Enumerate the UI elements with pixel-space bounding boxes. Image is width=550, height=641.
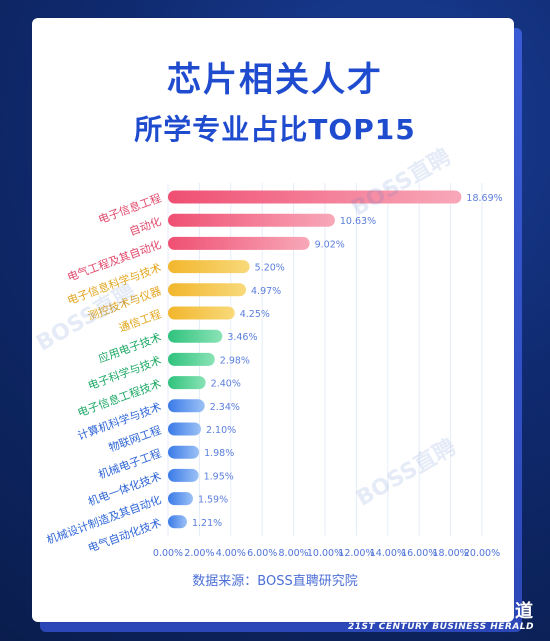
x-tick-label: 12.00%	[338, 548, 374, 559]
bar-value-label: 1.95%	[204, 471, 234, 482]
x-tick-label: 4.00%	[216, 548, 246, 559]
bar	[168, 422, 201, 436]
bar-value-label: 4.25%	[240, 309, 270, 320]
bar	[168, 260, 250, 274]
bar-value-label: 1.98%	[204, 448, 234, 459]
bar	[168, 190, 462, 204]
bar-value-label: 3.46%	[227, 332, 257, 343]
x-tick-label: 8.00%	[279, 548, 309, 559]
bar-value-label: 1.59%	[198, 495, 228, 506]
chart-subtitle: 所学专业占比TOP15	[134, 113, 416, 146]
bar-value-label: 1.21%	[192, 518, 222, 529]
chart-title: 芯片相关人才	[167, 60, 383, 100]
bar	[168, 236, 310, 250]
x-tick-label: 14.00%	[370, 548, 406, 559]
bar	[168, 213, 335, 227]
bar-value-label: 10.63%	[340, 216, 376, 227]
x-tick-label: 20.00%	[464, 548, 500, 559]
bar-value-label: 2.34%	[210, 402, 240, 413]
bar	[168, 399, 205, 413]
bar-value-label: 2.10%	[206, 425, 236, 436]
x-tick-label: 2.00%	[184, 548, 214, 559]
x-tick-label: 0.00%	[153, 548, 183, 559]
chart-panel	[32, 18, 514, 622]
x-tick-label: 18.00%	[432, 548, 468, 559]
bar-value-label: 4.97%	[251, 286, 281, 297]
x-tick-label: 16.00%	[401, 548, 437, 559]
bar	[168, 376, 206, 390]
bar	[168, 306, 235, 320]
bar	[168, 352, 215, 366]
data-source: 数据来源：BOSS直聘研究院	[192, 574, 358, 589]
brand-name-en: 21ST CENTURY BUSINESS HERALD	[347, 622, 534, 632]
bar	[168, 515, 187, 529]
bar	[168, 283, 247, 297]
bar-value-label: 18.69%	[466, 193, 502, 204]
bar-value-label: 9.02%	[315, 239, 345, 250]
bar-value-label: 2.40%	[211, 379, 241, 390]
bar-value-label: 5.20%	[255, 263, 285, 274]
bar-value-label: 2.98%	[220, 355, 250, 366]
bar	[168, 329, 223, 343]
bar	[168, 492, 193, 506]
x-tick-label: 6.00%	[247, 548, 277, 559]
bar	[168, 468, 199, 482]
brand-name-cn: 21世纪经济报道	[392, 601, 534, 622]
category-label: 自动化	[127, 214, 163, 238]
x-tick-label: 10.00%	[307, 548, 343, 559]
bar	[168, 445, 200, 459]
brand-logo: 21世纪经济报道 21ST CENTURY BUSINESS HERALD	[347, 601, 534, 633]
